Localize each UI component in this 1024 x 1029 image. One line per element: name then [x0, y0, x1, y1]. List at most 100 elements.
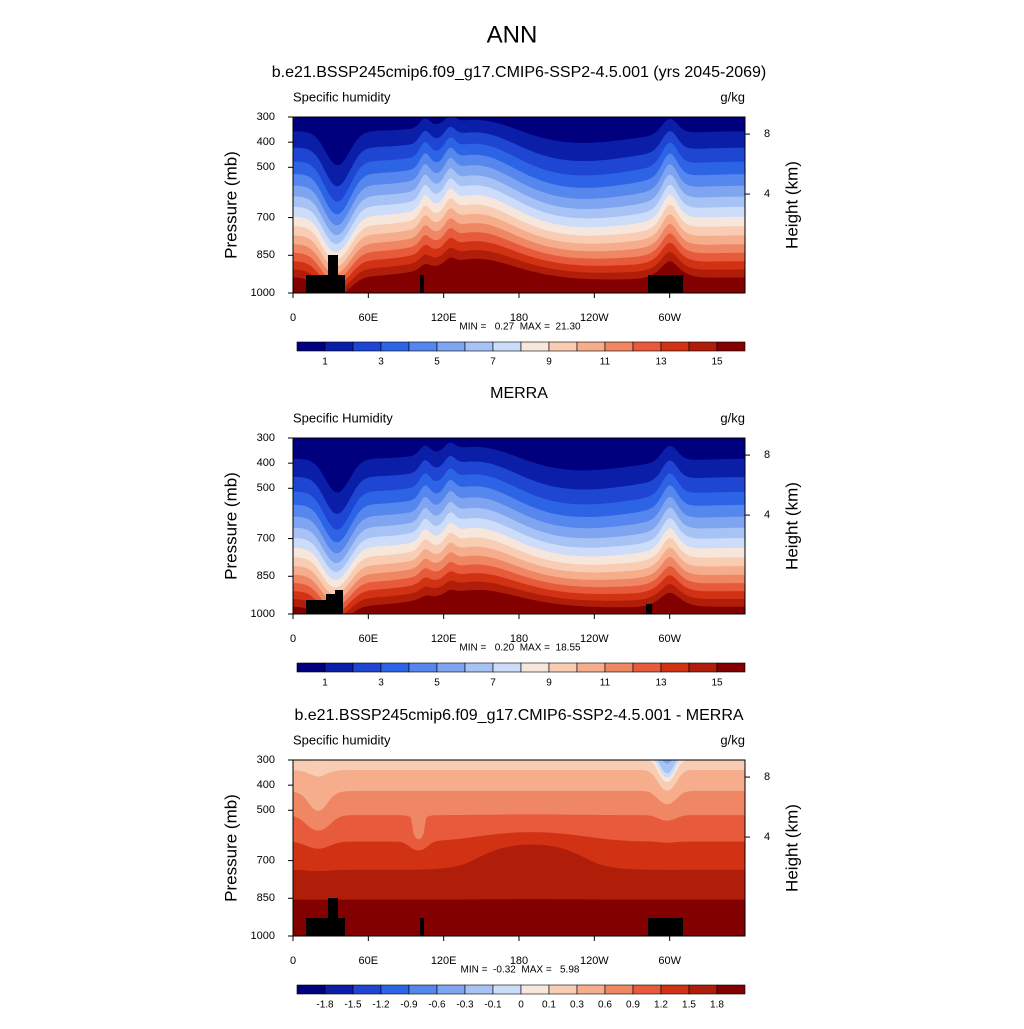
colorbar-label: 7 [490, 678, 496, 689]
colorbar-box [436, 341, 466, 352]
min-max-annotation: MIN = 0.20 MAX = 18.55 [459, 643, 581, 654]
colorbar-box [492, 341, 522, 352]
topography [328, 255, 338, 293]
y-tick-label: 400 [257, 457, 275, 469]
colorbar-label: 0.3 [570, 1000, 584, 1011]
colorbar-label: 11 [600, 678, 611, 689]
colorbar-box [576, 984, 606, 995]
y-tick-label: 850 [257, 570, 275, 582]
colorbar-box [352, 984, 382, 995]
contour-field [293, 438, 745, 614]
colorbar-label: -1.8 [316, 1000, 334, 1011]
topography [306, 918, 345, 936]
y2-tick-label: 4 [764, 509, 770, 521]
colorbar-label: -0.3 [456, 1000, 474, 1011]
y-tick-label: 850 [257, 249, 275, 261]
topography [646, 604, 652, 614]
panel-title: MERRA [490, 385, 548, 402]
y2-tick-label: 8 [764, 128, 770, 140]
right-label: g/kg [720, 89, 745, 104]
y-tick-label: 700 [257, 532, 275, 544]
topography [326, 594, 336, 614]
colorbar-box [520, 341, 550, 352]
y-tick-label: 1000 [251, 608, 275, 620]
topography [648, 275, 683, 293]
colorbar-label: 0 [518, 1000, 524, 1011]
colorbar-box [688, 341, 718, 352]
colorbar-box [380, 341, 410, 352]
colorbar-box [324, 984, 354, 995]
topography [335, 590, 343, 614]
y2-axis-label: Height (km) [782, 482, 801, 570]
colorbar-label: 5 [434, 357, 440, 368]
colorbar-box [296, 341, 326, 352]
y-axis-label: Pressure (mb) [221, 151, 240, 259]
colorbar-box [324, 341, 354, 352]
colorbar-box [716, 984, 746, 995]
colorbar-label: 13 [655, 678, 667, 689]
colorbar-label: -1.2 [372, 1000, 390, 1011]
colorbar-box [604, 341, 634, 352]
colorbar-box [352, 341, 382, 352]
contour-band [293, 589, 745, 614]
colorbar-label: 9 [546, 678, 552, 689]
y-tick-label: 850 [257, 892, 275, 904]
colorbar-box [324, 662, 354, 673]
colorbar-box [716, 341, 746, 352]
y-tick-label: 500 [257, 161, 275, 173]
colorbar-label: 1 [322, 678, 328, 689]
x-tick-label: 180 [510, 633, 528, 645]
x-tick-label: 120E [431, 955, 457, 967]
colorbar-box [296, 662, 326, 673]
topography [648, 918, 683, 936]
colorbar-label: 11 [600, 357, 611, 368]
colorbar-label: -0.1 [484, 1000, 502, 1011]
colorbar-label: 1.5 [682, 1000, 696, 1011]
colorbar-box [688, 662, 718, 673]
x-tick-label: 0 [290, 312, 296, 324]
colorbar-box [548, 341, 578, 352]
x-tick-label: 60W [658, 955, 681, 967]
colorbar-label: 1 [322, 357, 328, 368]
panel-title: b.e21.BSSP245cmip6.f09_g17.CMIP6-SSP2-4.… [272, 64, 767, 81]
topography [306, 275, 345, 293]
y2-tick-label: 8 [764, 449, 770, 461]
x-tick-label: 0 [290, 633, 296, 645]
left-label: Specific Humidity [293, 410, 393, 425]
contour-field [293, 117, 745, 293]
colorbar-box [492, 662, 522, 673]
colorbar-box [632, 984, 662, 995]
colorbar-label: -1.5 [344, 1000, 362, 1011]
colorbar-box [408, 984, 438, 995]
y2-axis-label: Height (km) [782, 804, 801, 892]
y-tick-label: 500 [257, 482, 275, 494]
colorbar-box [464, 662, 494, 673]
x-tick-label: 120W [580, 955, 609, 967]
colorbar-label: 0.6 [598, 1000, 612, 1011]
x-tick-label: 60E [359, 633, 379, 645]
right-label: g/kg [720, 410, 745, 425]
y-axis-label: Pressure (mb) [221, 794, 240, 902]
min-max-annotation: MIN = -0.32 MAX = 5.98 [461, 965, 580, 976]
x-tick-label: 60W [658, 633, 681, 645]
colorbar-box [716, 662, 746, 673]
colorbar-box [492, 984, 522, 995]
y-tick-label: 500 [257, 804, 275, 816]
x-tick-label: 180 [510, 312, 528, 324]
min-max-annotation: MIN = 0.27 MAX = 21.30 [459, 322, 581, 333]
x-tick-label: 180 [510, 955, 528, 967]
colorbar-box [296, 984, 326, 995]
x-tick-label: 120W [580, 633, 609, 645]
y-tick-label: 300 [257, 432, 275, 444]
contour-field [293, 760, 745, 936]
colorbar-box [408, 662, 438, 673]
colorbar-label: 5 [434, 678, 440, 689]
colorbar-box [408, 341, 438, 352]
y-tick-label: 400 [257, 136, 275, 148]
colorbar-box [688, 984, 718, 995]
colorbar-box [436, 984, 466, 995]
colorbar-label: 15 [711, 357, 723, 368]
y-tick-label: 300 [257, 111, 275, 123]
colorbar-box [548, 984, 578, 995]
contour-band [293, 899, 745, 936]
